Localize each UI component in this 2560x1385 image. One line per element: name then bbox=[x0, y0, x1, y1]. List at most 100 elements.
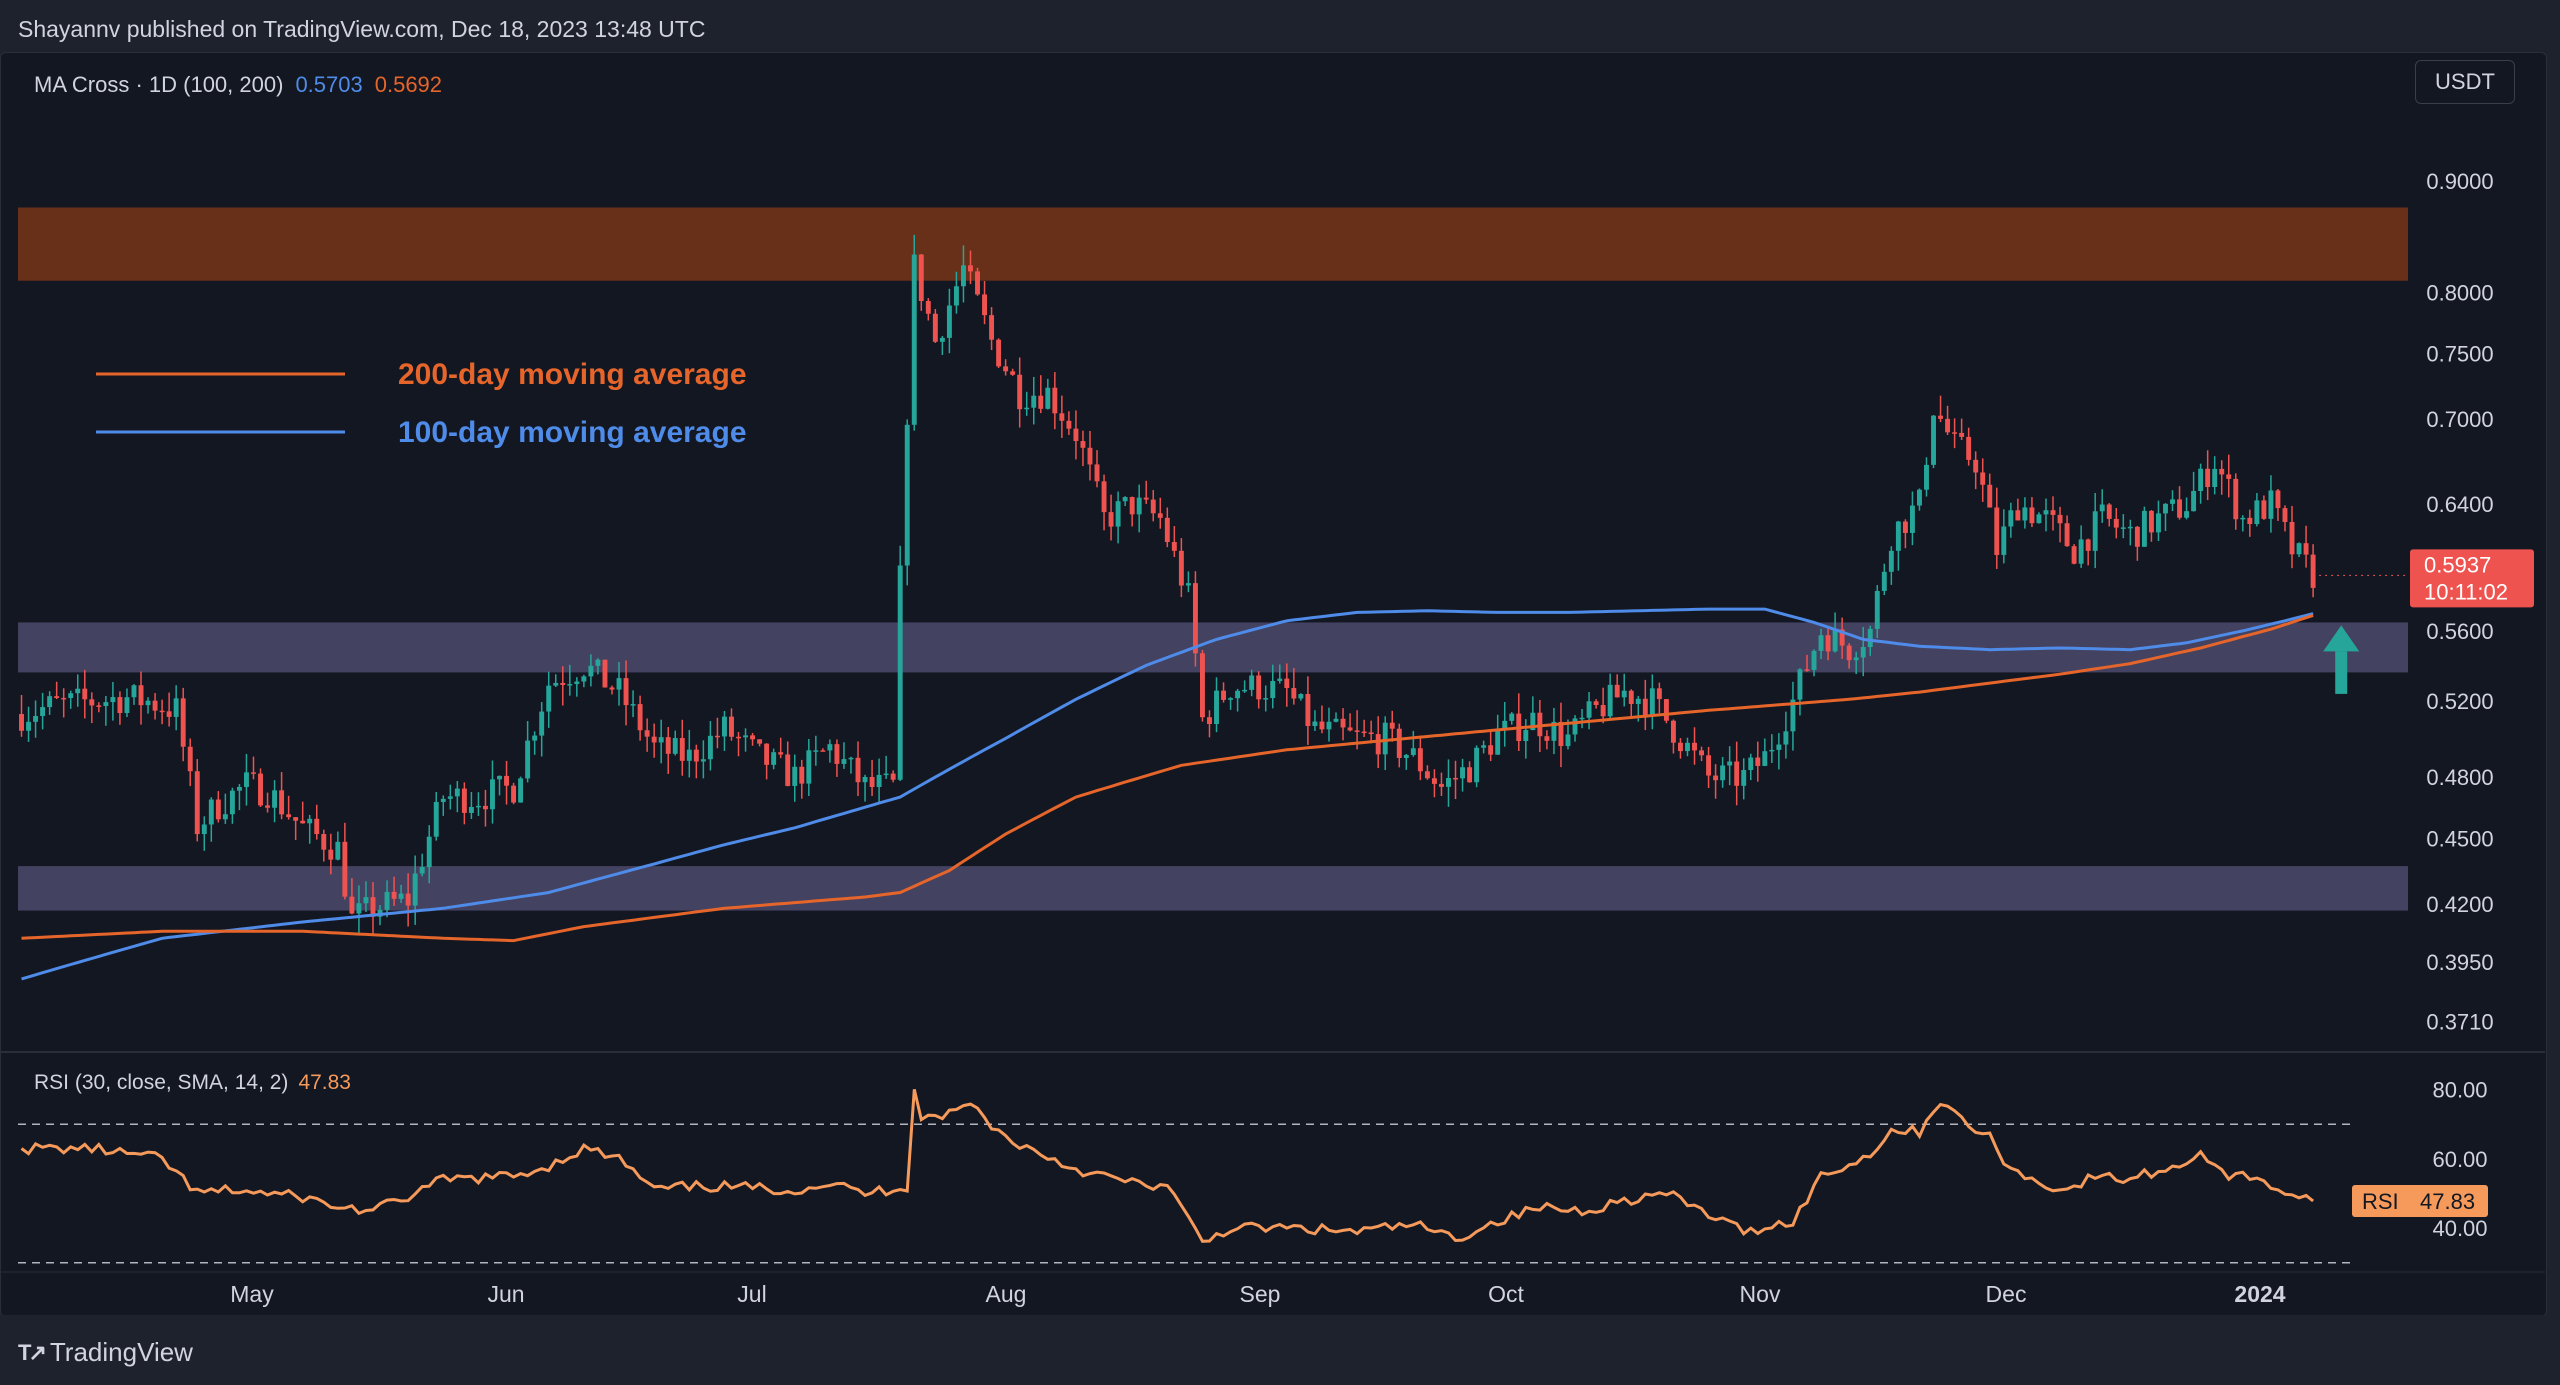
rsi-value: 47.83 bbox=[298, 1071, 351, 1094]
candle-body bbox=[1670, 720, 1676, 743]
candle-body bbox=[1762, 751, 1768, 766]
candle-body bbox=[1431, 778, 1437, 784]
rsi-legend[interactable]: RSI (30, close, SMA, 14, 2) 47.83 bbox=[34, 1071, 351, 1095]
candle-body bbox=[370, 897, 376, 917]
time-axis-label: Aug bbox=[986, 1281, 1027, 1307]
tradingview-logo[interactable]: T↗ TradingView bbox=[18, 1337, 193, 1368]
annotation-text-0: 200-day moving average bbox=[398, 358, 747, 391]
candle-body bbox=[461, 788, 467, 813]
candle-body bbox=[61, 697, 67, 700]
candle-body bbox=[1867, 628, 1873, 648]
candle-body bbox=[187, 746, 193, 772]
candle-body bbox=[1003, 366, 1009, 372]
candle-body bbox=[2219, 468, 2225, 475]
candle-body bbox=[2127, 526, 2133, 529]
candle-body bbox=[490, 779, 495, 810]
candle-body bbox=[2282, 508, 2288, 522]
candle-body bbox=[1284, 678, 1290, 688]
candle-body bbox=[1453, 777, 1458, 780]
candle-body bbox=[1902, 521, 1908, 533]
arrow-shaft bbox=[2335, 651, 2348, 694]
candle-body bbox=[1593, 701, 1599, 706]
candle-body bbox=[637, 704, 643, 731]
candle-body bbox=[1502, 720, 1508, 731]
candle-body bbox=[1446, 777, 1451, 787]
indicator-legend[interactable]: MA Cross · 1D (100, 200) 0.5703 0.5692 bbox=[34, 72, 442, 98]
candle-body bbox=[19, 714, 24, 731]
candle-body bbox=[700, 759, 706, 762]
candle-body bbox=[2071, 546, 2077, 564]
candle-body bbox=[1087, 447, 1093, 465]
ma200-value: 0.5692 bbox=[374, 72, 443, 97]
rsi-tick-label: 80.00 bbox=[2432, 1078, 2487, 1103]
candle-body bbox=[1291, 687, 1297, 699]
candle-body bbox=[848, 757, 854, 760]
candle-body bbox=[1776, 744, 1782, 750]
candle-body bbox=[1417, 748, 1423, 772]
candle-body bbox=[419, 867, 425, 874]
candle-body bbox=[1150, 499, 1156, 514]
candle-body bbox=[433, 801, 439, 837]
candle-body bbox=[2085, 539, 2091, 551]
candle-body bbox=[1052, 387, 1058, 414]
candle-body bbox=[1846, 645, 1852, 661]
candle-body bbox=[152, 700, 158, 711]
candle-body bbox=[1143, 497, 1149, 500]
candle-body bbox=[1685, 742, 1690, 752]
currency-button[interactable]: USDT bbox=[2415, 60, 2515, 104]
ma200-line bbox=[21, 613, 2314, 943]
candle-body bbox=[693, 749, 699, 762]
candle-body bbox=[2226, 474, 2232, 479]
candle-body bbox=[2008, 510, 2014, 527]
candle-body bbox=[1706, 755, 1712, 776]
candle-body bbox=[707, 735, 713, 760]
price-tick-label: 0.4500 bbox=[2426, 826, 2493, 851]
rsi-line bbox=[20, 1088, 2315, 1243]
candle-body bbox=[1495, 730, 1501, 755]
candle-body bbox=[1994, 507, 2000, 555]
time-axis-label: 2024 bbox=[2234, 1281, 2285, 1307]
candle-body bbox=[468, 806, 474, 813]
candle-body bbox=[103, 702, 109, 707]
rsi-badge-value: 47.83 bbox=[2420, 1189, 2475, 1214]
candle-body bbox=[1874, 590, 1880, 629]
candle-body bbox=[1677, 742, 1683, 752]
candle-body bbox=[2141, 510, 2147, 547]
candle-body bbox=[518, 778, 524, 803]
candle-body bbox=[482, 805, 488, 810]
price-tick-label: 0.7000 bbox=[2426, 407, 2493, 432]
candle-body bbox=[2247, 517, 2253, 525]
candle-body bbox=[1122, 497, 1128, 502]
candle-body bbox=[658, 737, 664, 743]
candle-body bbox=[1769, 749, 1775, 752]
support-zone-2 bbox=[18, 866, 2408, 911]
price-tick-label: 0.5200 bbox=[2426, 689, 2493, 714]
candle-body bbox=[771, 752, 777, 765]
candle-body bbox=[1909, 505, 1915, 533]
candle-body bbox=[806, 750, 812, 784]
candle-body bbox=[110, 697, 116, 703]
candle-body bbox=[729, 716, 734, 737]
candle-body bbox=[2205, 468, 2211, 488]
candle-body bbox=[1699, 750, 1705, 756]
price-tick-label: 0.4200 bbox=[2426, 892, 2493, 917]
candle-body bbox=[1199, 653, 1205, 718]
candle-body bbox=[2022, 507, 2028, 521]
candle-body bbox=[1734, 761, 1740, 786]
candle-body bbox=[243, 772, 249, 787]
candle-body bbox=[1424, 771, 1430, 779]
annotation-text-1: 100-day moving average bbox=[398, 416, 747, 449]
candle-body bbox=[208, 799, 214, 825]
candle-body bbox=[1319, 721, 1325, 730]
candle-body bbox=[1692, 742, 1697, 751]
candle-body bbox=[26, 721, 32, 731]
candle-body bbox=[1312, 721, 1318, 726]
candle-body bbox=[672, 738, 678, 754]
candle-body bbox=[1467, 767, 1473, 783]
candle-body bbox=[1544, 736, 1550, 741]
candle-body bbox=[1101, 481, 1107, 513]
candle-body bbox=[1797, 669, 1803, 700]
candle-body bbox=[391, 891, 397, 899]
candle-body bbox=[581, 676, 587, 682]
